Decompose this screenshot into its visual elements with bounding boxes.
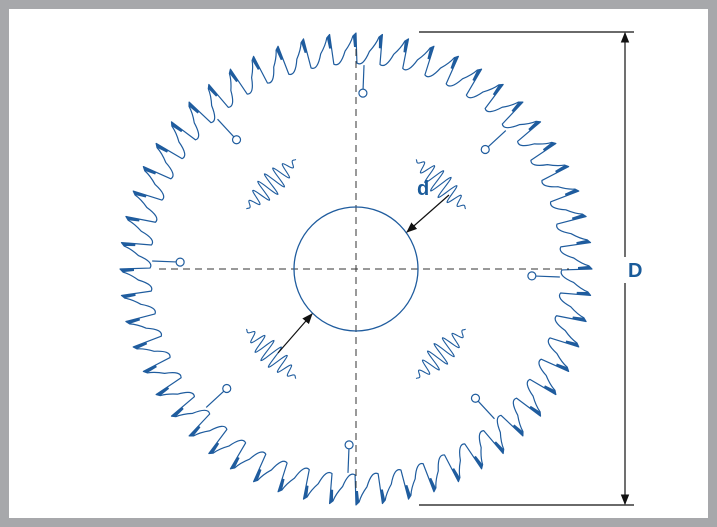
carbide-tip	[208, 84, 218, 97]
carbide-tip	[492, 84, 504, 96]
carbide-tip	[303, 485, 309, 500]
carbide-tip	[143, 364, 157, 373]
carbide-tip	[565, 340, 579, 347]
carbide-tip	[427, 46, 434, 60]
carbide-tip	[450, 56, 459, 70]
carbide-tip	[380, 489, 386, 504]
expansion-slot	[152, 260, 177, 263]
carbide-tip	[555, 165, 569, 174]
carbide-tip	[473, 455, 483, 469]
saw-blade-diagram: d D	[119, 31, 642, 506]
expansion-slot	[205, 390, 225, 408]
expansion-slot-hole	[358, 88, 368, 98]
carbide-tip	[564, 189, 579, 197]
carbide-tip	[572, 316, 587, 322]
carbide-tip	[542, 142, 556, 152]
carbide-tip	[555, 363, 569, 372]
expansion-slot	[362, 65, 365, 90]
carbide-tip	[494, 441, 504, 454]
expansion-slot	[217, 118, 235, 138]
expansion-slot	[535, 275, 560, 278]
expansion-slot-hole	[222, 383, 232, 394]
carbide-tip	[511, 102, 523, 113]
carbide-tip	[133, 191, 147, 198]
carbide-tip	[543, 385, 556, 395]
carbide-tip	[229, 69, 239, 83]
carbide-tip	[576, 239, 591, 245]
noise-damping-slot	[245, 328, 297, 379]
carbide-tip	[125, 216, 140, 222]
carbide-tip	[189, 425, 201, 436]
carbide-tip	[512, 424, 523, 436]
carbide-tip	[352, 33, 357, 48]
expansion-slot	[487, 130, 507, 148]
outer-diameter-label: D	[628, 260, 642, 282]
carbide-tip	[253, 468, 262, 482]
carbide-tip	[171, 121, 183, 133]
carbide-tip	[326, 34, 332, 49]
bore-circle	[293, 206, 419, 332]
carbide-tip	[355, 490, 360, 505]
carbide-tip	[278, 478, 285, 492]
expansion-slot-hole	[480, 144, 490, 155]
carbide-tip	[189, 102, 200, 114]
carbide-tip	[121, 293, 136, 299]
expansion-slot	[477, 400, 495, 420]
carbide-tip	[571, 214, 587, 221]
expansion-slots	[152, 65, 560, 473]
carbide-tip	[576, 291, 591, 296]
carbide-tip	[252, 56, 261, 70]
carbide-tip	[329, 489, 334, 504]
noise-damping-slot	[415, 328, 466, 380]
carbide-tip	[120, 268, 135, 273]
expansion-slot	[347, 448, 350, 473]
carbide-tip	[143, 166, 157, 175]
bore-arrow-lower	[277, 313, 313, 354]
carbide-tip	[404, 484, 411, 500]
carbide-tip	[378, 34, 383, 49]
bore-diameter-label: d	[417, 178, 429, 200]
carbide-tip	[171, 407, 184, 417]
carbide-tip	[577, 265, 592, 270]
noise-damping-slot	[415, 159, 467, 210]
carbide-tip	[121, 242, 136, 247]
carbide-tip	[133, 341, 148, 349]
carbide-tip	[125, 317, 141, 324]
carbide-tip	[428, 477, 436, 492]
carbide-tip	[403, 38, 409, 53]
expansion-slot-hole	[231, 135, 242, 145]
carbide-tip	[472, 69, 482, 82]
carbide-tip	[276, 46, 284, 61]
expansion-slot-hole	[470, 393, 481, 403]
carbide-tip	[230, 456, 240, 469]
carbide-tip	[208, 442, 220, 454]
expansion-slot-hole	[175, 257, 185, 267]
carbide-tip	[156, 143, 169, 153]
expansion-slot-hole	[344, 440, 354, 450]
noise-damping-slot	[246, 158, 297, 210]
carbide-tip	[156, 386, 170, 396]
carbide-tip	[529, 405, 541, 417]
expansion-slot-hole	[527, 271, 537, 281]
noise-damping-slots	[245, 158, 467, 380]
carbide-tips	[120, 33, 592, 505]
carbide-tip	[528, 121, 541, 131]
carbide-tip	[451, 468, 460, 482]
diagram-frame: d D	[9, 9, 708, 518]
bore-arrow-upper	[406, 194, 450, 233]
carbide-tip	[301, 38, 308, 54]
outer-diameter-label-gap	[620, 257, 642, 283]
